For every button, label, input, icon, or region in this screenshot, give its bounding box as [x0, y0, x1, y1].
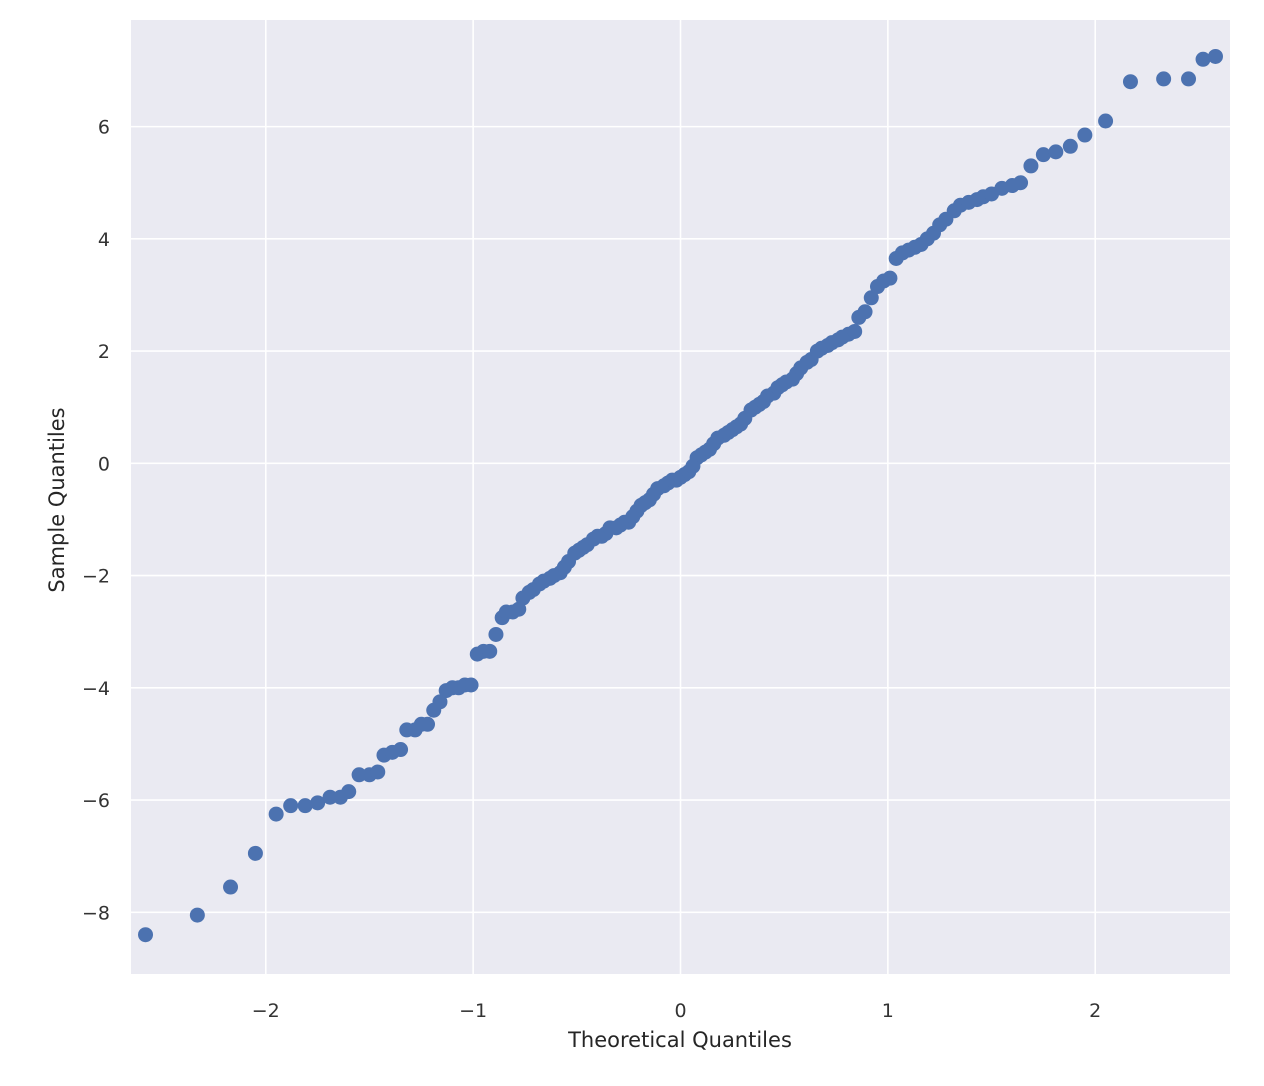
scatter-point	[1023, 158, 1039, 174]
scatter-point	[297, 798, 313, 814]
scatter-point	[1048, 144, 1064, 160]
scatter-point	[1156, 71, 1172, 87]
scatter-point	[1013, 175, 1029, 191]
scatter-point	[1077, 127, 1093, 143]
scatter-point	[341, 784, 357, 800]
scatter-point	[1122, 74, 1138, 90]
x-tick-label: 1	[882, 1000, 894, 1022]
y-tick-label: −4	[82, 678, 110, 700]
scatter-point	[351, 767, 367, 783]
y-axis-label: Sample Quantiles	[45, 407, 69, 592]
scatter-point	[863, 290, 879, 306]
y-tick-label: −6	[82, 790, 110, 812]
scatter-point	[1207, 48, 1223, 64]
x-tick-label: 2	[1089, 1000, 1101, 1022]
scatter-point	[322, 789, 338, 805]
y-tick-label: −2	[82, 566, 110, 588]
scatter-point	[247, 845, 263, 861]
scatter-point	[138, 927, 154, 943]
x-tick-label: −1	[459, 1000, 487, 1022]
scatter-point	[370, 764, 386, 780]
scatter-point	[857, 304, 873, 320]
x-tick-label: 0	[674, 1000, 686, 1022]
y-tick-label: −8	[82, 902, 110, 924]
scatter-point	[283, 798, 299, 814]
y-tick-label: 2	[98, 341, 110, 363]
y-tick-label: 0	[98, 453, 110, 475]
scatter-point	[1098, 113, 1114, 129]
grid-lines	[131, 20, 1230, 974]
scatter-point	[189, 907, 205, 923]
scatter-point	[463, 677, 479, 693]
y-tick-label: 6	[98, 117, 110, 139]
scatter-point	[420, 716, 436, 732]
x-tick-label: −2	[252, 1000, 280, 1022]
scatter-point	[223, 879, 239, 895]
scatter-point	[1062, 138, 1078, 154]
scatter-point	[1195, 51, 1211, 67]
y-tick-label: 4	[98, 229, 110, 251]
scatter-point	[1035, 147, 1051, 163]
scatter-point	[310, 795, 326, 811]
scatter-point	[1181, 71, 1197, 87]
x-axis-label: Theoretical Quantiles	[567, 1028, 792, 1052]
scatter-point	[393, 742, 409, 758]
scatter-point	[482, 643, 498, 659]
scatter-point	[488, 626, 504, 642]
scatter-point	[847, 323, 863, 339]
x-axis-ticks: −2 −1 0 1 2	[252, 1000, 1101, 1022]
scatter-points	[138, 48, 1223, 943]
scatter-point	[432, 694, 448, 710]
scatter-point	[882, 270, 898, 286]
scatter-point	[268, 806, 284, 822]
y-axis-ticks: −8 −6 −4 −2 0 2 4 6	[82, 117, 110, 925]
